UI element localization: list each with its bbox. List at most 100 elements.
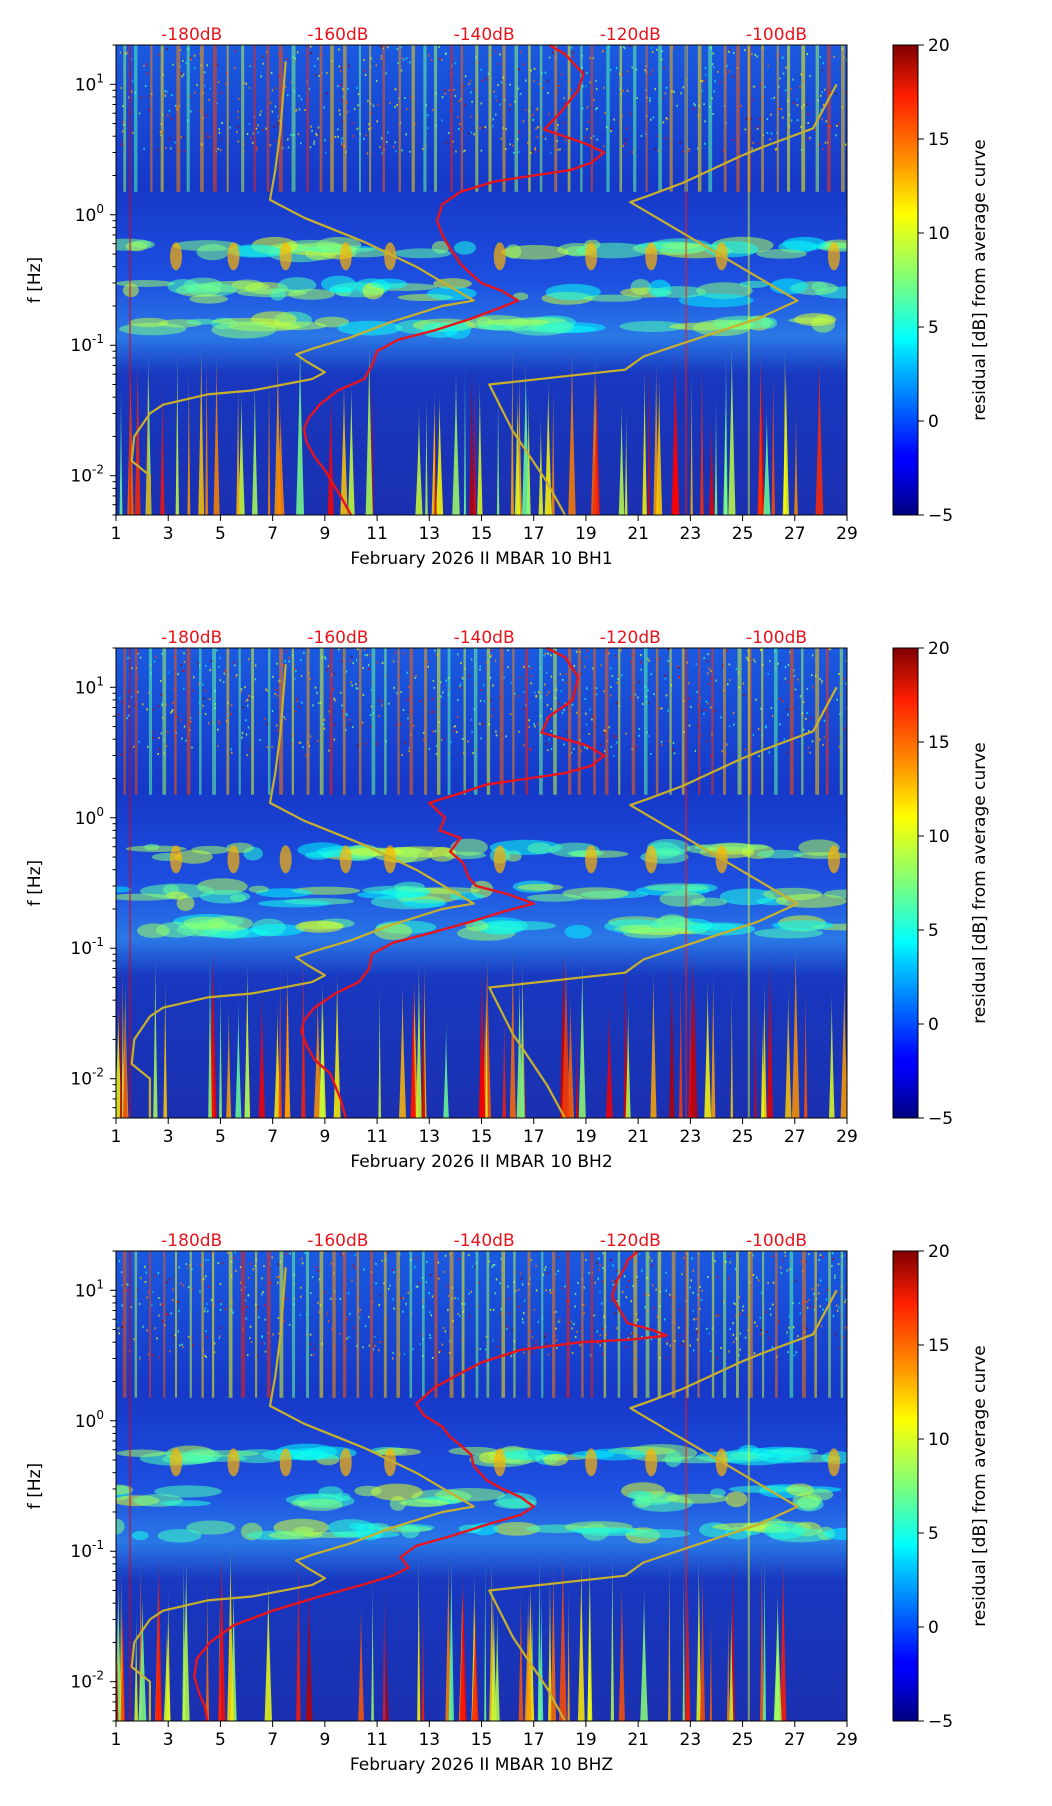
event-spike [443, 1016, 449, 1118]
hf-noise-speck [565, 681, 568, 684]
microseism-band-patch [705, 240, 759, 258]
event-spike [236, 377, 240, 515]
hf-noise-speck [231, 751, 233, 754]
hf-noise-speck [252, 1268, 255, 1271]
hf-noise-speck [352, 662, 354, 665]
hf-noise-speck [447, 1294, 450, 1297]
microseism-band-patch [193, 1450, 260, 1457]
microseism-band-patch [496, 1492, 537, 1509]
colorbar-tick-label: −5 [928, 1712, 953, 1732]
hf-noise-speck [704, 73, 707, 76]
hf-noise-speck [669, 1293, 671, 1296]
microseism-band-patch [761, 317, 778, 329]
hf-noise-speck [726, 743, 728, 746]
hf-noise-speck [362, 666, 365, 669]
hf-noise-speck [484, 126, 487, 129]
hf-noise-speck [622, 89, 624, 92]
daily-streak [774, 648, 778, 795]
hf-noise-speck [429, 1274, 432, 1277]
microseism-band-patch [583, 1448, 646, 1461]
event-spike [561, 947, 570, 1118]
microseism-band-patch [823, 1527, 847, 1541]
hf-noise-speck [734, 1268, 737, 1271]
hf-noise-speck [299, 1295, 302, 1298]
hf-noise-speck [490, 714, 493, 717]
data-gap-line [685, 45, 688, 515]
hf-noise-speck [401, 149, 403, 152]
hf-noise-speck [428, 1291, 430, 1294]
hf-noise-speck [339, 83, 342, 86]
hf-noise-speck [802, 728, 805, 731]
hf-noise-speck [402, 652, 405, 655]
hf-noise-speck [122, 105, 124, 108]
hf-noise-speck [256, 1355, 259, 1358]
hf-noise-speck [138, 1356, 141, 1359]
hf-noise-speck [494, 659, 497, 662]
hf-noise-speck [591, 718, 593, 721]
colorbar-tick-label: 20 [928, 36, 950, 56]
hf-noise-speck [616, 681, 618, 684]
daily-streak [241, 45, 245, 192]
hf-noise-speck [651, 50, 654, 53]
microseism-band-patch [355, 1523, 384, 1541]
hf-noise-speck [219, 722, 221, 725]
hf-noise-speck [157, 1272, 160, 1275]
hf-noise-speck [154, 1327, 156, 1330]
hf-noise-speck [479, 722, 481, 725]
daily-streak [617, 1251, 621, 1398]
top-db-label: -120dB [600, 628, 661, 648]
hf-noise-speck [753, 1352, 756, 1355]
hf-noise-speck [500, 1339, 503, 1342]
hf-noise-speck [386, 1251, 388, 1254]
daily-streak [566, 1251, 570, 1398]
hf-noise-speck [259, 738, 261, 741]
hf-noise-speck [339, 691, 342, 694]
hf-noise-speck [838, 1306, 840, 1309]
hf-noise-speck [400, 46, 403, 49]
hf-noise-speck [246, 704, 249, 707]
daily-streak [163, 1251, 166, 1398]
event-spike [267, 364, 271, 515]
hf-noise-speck [688, 147, 691, 150]
hf-noise-speck [609, 68, 612, 71]
hf-noise-speck [121, 1326, 124, 1329]
colorbar-tick-label: 20 [928, 1242, 950, 1262]
colorbar-tick-label: 5 [928, 1524, 939, 1544]
hf-noise-speck [316, 134, 318, 137]
microseism-band-patch [305, 851, 332, 860]
daily-streak [685, 1251, 689, 1398]
hf-noise-speck [394, 651, 397, 654]
hf-noise-speck [505, 735, 507, 738]
event-spike [760, 1014, 765, 1118]
hf-noise-speck [447, 1285, 449, 1288]
hf-noise-speck [261, 128, 264, 131]
y-tick-base: 10 [70, 939, 92, 959]
colorbar-tick-label: 10 [928, 1430, 950, 1450]
hf-noise-speck [221, 121, 223, 124]
curve-nhnm [130, 664, 475, 1118]
hf-noise-speck [586, 106, 589, 109]
hf-noise-speck [254, 664, 257, 667]
hf-noise-speck [547, 91, 549, 94]
hf-noise-speck [698, 1307, 701, 1310]
hf-noise-speck [531, 151, 534, 154]
hf-noise-speck [506, 1326, 509, 1329]
hf-noise-speck [287, 146, 290, 149]
y-tick-label: 10-2 [70, 1066, 104, 1090]
hf-noise-speck [787, 1351, 789, 1354]
hf-noise-speck [616, 1270, 619, 1273]
hf-noise-speck [368, 123, 370, 126]
event-spike [187, 363, 191, 515]
hf-noise-speck [818, 1258, 820, 1261]
hf-noise-speck [843, 727, 845, 730]
microseism-band-patch [427, 286, 477, 301]
daily-streak [801, 648, 804, 795]
hf-noise-speck [471, 731, 473, 734]
hf-noise-speck [523, 665, 525, 668]
hf-noise-speck [708, 682, 710, 685]
hf-noise-speck [672, 741, 675, 744]
hf-noise-speck [236, 116, 239, 119]
hf-noise-speck [500, 1308, 503, 1311]
microseism-band-patch [131, 1531, 149, 1541]
hf-noise-speck [596, 1341, 599, 1344]
